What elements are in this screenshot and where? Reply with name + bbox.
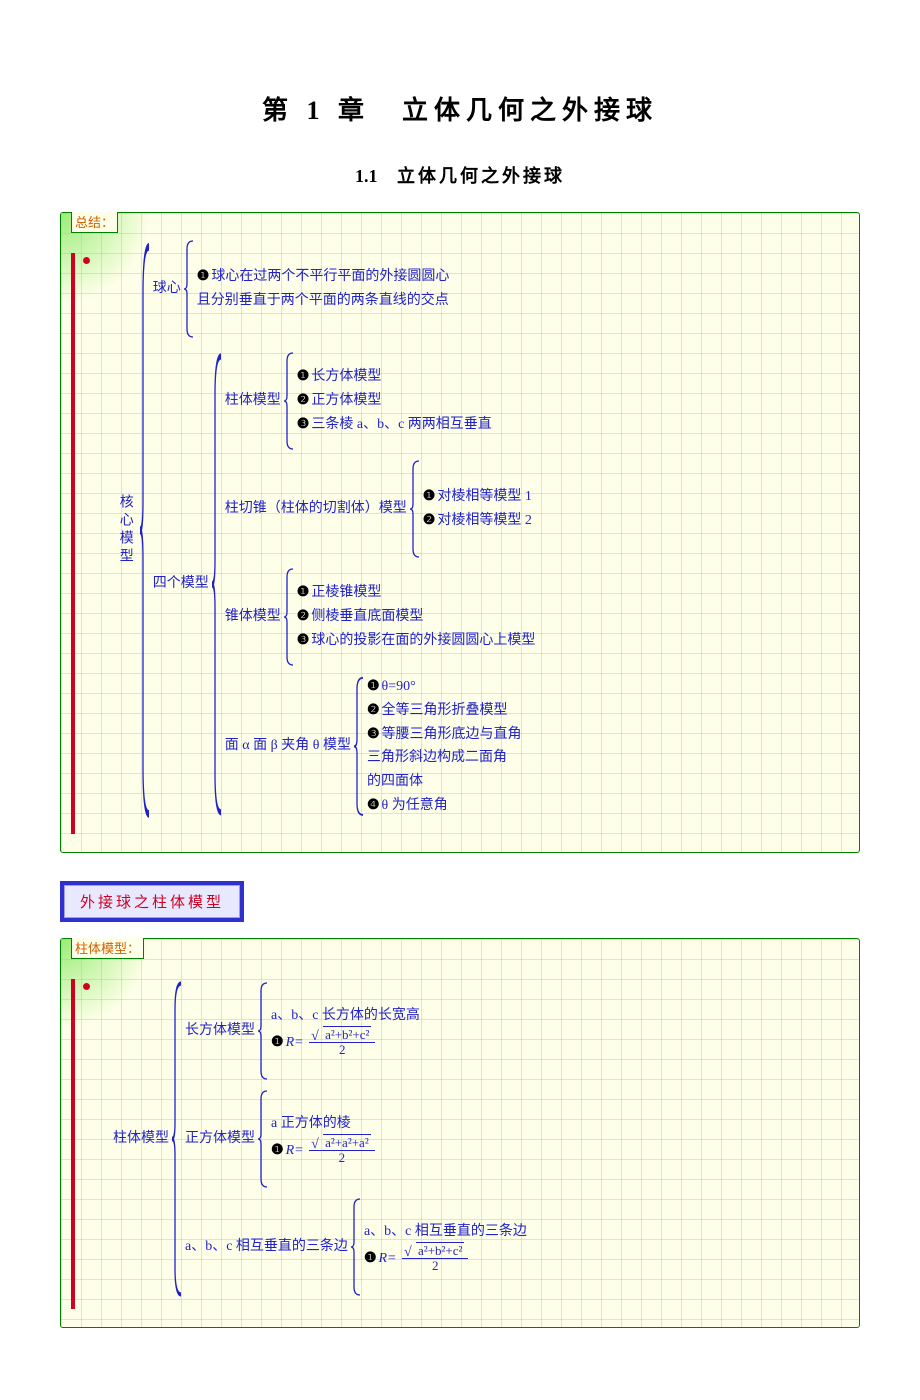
brace-icon (171, 977, 185, 1301)
sphere-center-label: 球心 (153, 277, 183, 301)
panel-content: 核心模型 球心 ❶球心在过两个不平行平面的外接圆圆心 且分别垂直于两个平面的两条… (113, 235, 841, 826)
list-item: a 正方体的棱 (271, 1112, 377, 1136)
list-item: ❶正棱锥模型 (297, 581, 536, 605)
list-item: ❶长方体模型 (297, 365, 492, 389)
cylinder-label: 柱体模型 (225, 389, 283, 413)
list-item: ❸三条棱 a、b、c 两两相互垂直 (297, 413, 492, 437)
section-title: 1.1 立体几何之外接球 (60, 162, 860, 188)
list-item: ❷正方体模型 (297, 389, 492, 413)
list-item: a、b、c 相互垂直的三条边 (364, 1220, 527, 1244)
list-item: ❷对棱相等模型 2 (423, 509, 532, 533)
four-models-label: 四个模型 (153, 572, 211, 596)
brace-icon (283, 351, 297, 451)
chapter-title: 第 1 章 立体几何之外接球 (60, 90, 860, 127)
section-text: 立体几何之外接球 (397, 166, 565, 186)
list-item: a、b、c 长方体的长宽高 (271, 1004, 420, 1028)
brace-icon (183, 239, 197, 339)
list-item: ❹θ 为任意角 (367, 794, 522, 818)
list-item: ❶对棱相等模型 1 (423, 485, 532, 509)
list-item: ❸等腰三角形底边与直角 (367, 723, 522, 747)
bullet-dot (83, 257, 90, 264)
cone-label: 锥体模型 (225, 605, 283, 629)
cuboid-label: 长方体模型 (185, 1019, 257, 1043)
perp-label: a、b、c 相互垂直的三条边 (185, 1235, 350, 1259)
brace-icon (257, 981, 271, 1081)
root-label: 核心模型 (113, 494, 139, 566)
list-item: ❸球心的投影在面的外接圆圆心上模型 (297, 629, 536, 653)
summary-panel: 总结： 核心模型 球心 ❶球心在过两个不平行平面的外接圆圆心 且分别垂直于两个平… (60, 212, 860, 853)
brace-icon (283, 567, 297, 667)
list-item: ❷侧棱垂直底面模型 (297, 605, 536, 629)
fraction: a²+b²+c² 2 (309, 1028, 375, 1058)
list-item: ❶R= a²+b²+c² 2 (271, 1028, 420, 1058)
cube-label: 正方体模型 (185, 1127, 257, 1151)
red-bar (71, 979, 75, 1309)
brace-icon (350, 1197, 364, 1297)
dihedral-label: 面 α 面 β 夹角 θ 模型 (225, 734, 353, 758)
list-item: ❷全等三角形折叠模型 (367, 699, 522, 723)
list-item: ❶R= a²+b²+c² 2 (364, 1244, 527, 1274)
bullet-dot (83, 983, 90, 990)
panel-label: 柱体模型： (71, 938, 144, 959)
brace-icon (211, 347, 225, 822)
section-heading-box: 外接球之柱体模型 (60, 881, 244, 922)
list-item: ❶θ=90° (367, 675, 522, 699)
red-bar (71, 253, 75, 834)
brace-icon (353, 675, 367, 818)
root-label: 柱体模型 (113, 1127, 171, 1151)
fraction: a²+a²+a² 2 (309, 1136, 375, 1166)
cutcone-label: 柱切锥（柱体的切割体）模型 (225, 497, 409, 521)
list-item: 的四面体 (367, 770, 522, 794)
brace-icon (139, 235, 153, 826)
panel-label: 总结： (71, 212, 118, 233)
panel-content: 柱体模型 长方体模型 a、b、c 长方体的长宽高 ❶R= a²+b²+c² 2 (113, 977, 841, 1301)
section-number: 1.1 (355, 166, 378, 186)
list-item: ❶球心在过两个不平行平面的外接圆圆心 (197, 265, 450, 289)
list-item: ❶R= a²+a²+a² 2 (271, 1136, 377, 1166)
list-item: 且分别垂直于两个平面的两条直线的交点 (197, 289, 450, 313)
fraction: a²+b²+c² 2 (402, 1244, 468, 1274)
list-item: 三角形斜边构成二面角 (367, 746, 522, 770)
brace-icon (409, 459, 423, 559)
cylinder-model-panel: 柱体模型： 柱体模型 长方体模型 a、b、c 长方体的长宽高 ❶R= a²+b²… (60, 938, 860, 1328)
brace-icon (257, 1089, 271, 1189)
